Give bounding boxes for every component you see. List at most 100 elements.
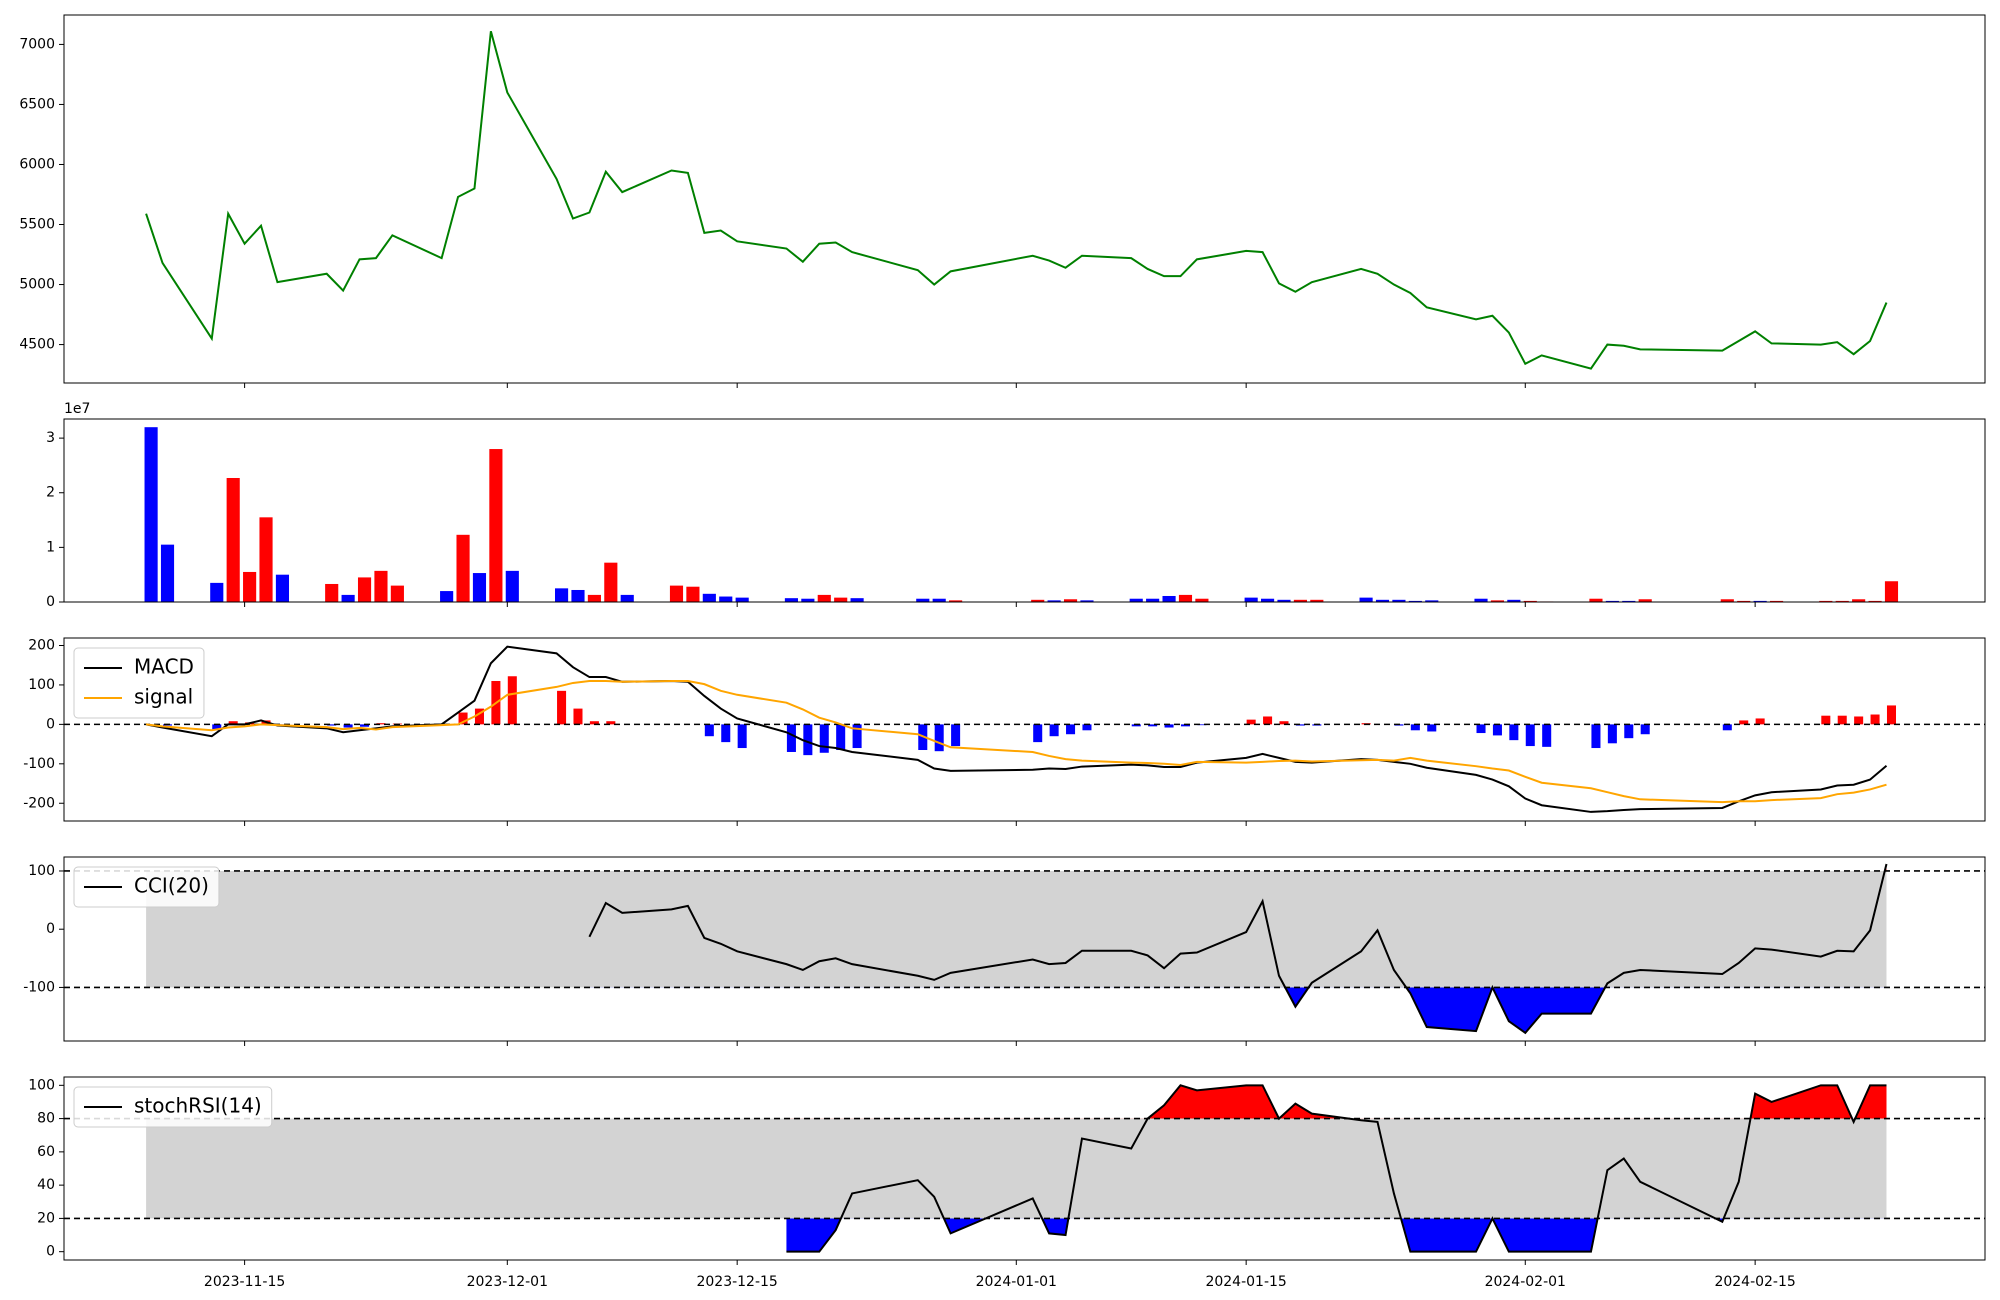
- volume-bar: [1835, 600, 1849, 602]
- volume-bar: [784, 598, 798, 602]
- volume-bar: [1425, 600, 1439, 602]
- volume-bar: [1146, 598, 1160, 602]
- y-tick-label: 100: [28, 677, 55, 693]
- panel-frame: [63, 856, 1986, 1042]
- legend-label: stochRSI(14): [134, 1094, 262, 1118]
- histogram-bar: [573, 708, 583, 725]
- volume-bar: [1868, 600, 1882, 602]
- histogram-bar: [1082, 724, 1092, 731]
- volume-bar: [1408, 600, 1422, 602]
- offset-label: 1e7: [64, 401, 90, 417]
- y-tick-label: 200: [28, 637, 55, 653]
- y-tick-label: 4500: [19, 337, 55, 353]
- histogram-bar: [1591, 724, 1601, 749]
- y-tick-label: 100: [28, 1077, 55, 1093]
- histogram-bar: [1246, 719, 1256, 725]
- legend: CCI(20): [73, 866, 220, 908]
- histogram-bar: [327, 724, 337, 726]
- histogram-bar: [1164, 724, 1174, 728]
- y-tick-label: 40: [37, 1177, 55, 1193]
- volume-bar: [1359, 597, 1373, 602]
- y-tick-label: 6500: [19, 96, 55, 112]
- volume-bar: [669, 585, 684, 602]
- volume-bar: [949, 600, 963, 602]
- volume-bar: [325, 583, 339, 602]
- volume-bar: [1589, 598, 1603, 602]
- volume-bar: [1622, 600, 1636, 602]
- x-tick-label: 2024-02-15: [1714, 1274, 1795, 1290]
- histogram-bar: [934, 724, 944, 752]
- histogram-bar: [1197, 724, 1207, 726]
- histogram-bar: [1295, 724, 1305, 726]
- y-tick-label: 5000: [19, 277, 55, 293]
- panel: -200 -100 0 100 200 MACD signal: [23, 637, 1986, 826]
- histogram-bar: [1180, 724, 1190, 727]
- volume-bar: [1261, 598, 1275, 602]
- histogram-bar: [212, 724, 222, 731]
- y-tick-label: 3: [46, 430, 55, 446]
- volume-bar: [1392, 599, 1406, 602]
- y-tick-label: 100: [28, 863, 55, 879]
- histogram-bar: [704, 724, 714, 737]
- volume-bar: [210, 582, 224, 602]
- x-tick-label: 2023-12-15: [696, 1274, 777, 1290]
- volume-bar: [702, 593, 716, 602]
- price-line: [145, 30, 1888, 370]
- panel: 0 1 2 3 1e7: [46, 401, 1986, 610]
- y-tick-label: 0: [46, 1244, 55, 1260]
- volume-bar: [1063, 599, 1078, 602]
- volume-bar: [1047, 600, 1061, 602]
- oversold-fill: [1285, 987, 1606, 1033]
- histogram-bar: [557, 690, 567, 725]
- neutral-band: [146, 1118, 1887, 1219]
- histogram-bar: [1509, 724, 1519, 741]
- volume-bar: [1605, 600, 1619, 602]
- histogram-bar: [1640, 724, 1650, 735]
- volume-bar: [456, 534, 470, 602]
- legend-box: [73, 1086, 273, 1128]
- histogram-bar: [1049, 724, 1059, 737]
- plot-area: [64, 645, 1985, 813]
- histogram-bar: [819, 724, 829, 753]
- histogram-bar: [1837, 715, 1847, 725]
- volume-bar: [735, 597, 749, 602]
- volume-bar: [1638, 599, 1652, 602]
- plot-area: [64, 1084, 1985, 1253]
- overbought-fill: [786, 1085, 1887, 1119]
- y-tick-label: 0: [46, 921, 55, 937]
- volume-bar: [440, 591, 454, 602]
- y-tick-label: 6000: [19, 156, 55, 172]
- y-tick-label: -100: [23, 756, 55, 772]
- volume-bar: [1474, 598, 1488, 602]
- histogram-bar: [836, 724, 846, 751]
- volume-bar: [1507, 599, 1521, 602]
- histogram-bar: [1279, 721, 1289, 725]
- histogram-bar: [1525, 724, 1535, 747]
- volume-bar: [719, 596, 733, 602]
- volume-bar: [341, 594, 355, 602]
- histogram-bar: [786, 724, 796, 752]
- legend-box: [73, 866, 220, 908]
- y-tick-label: 2: [46, 485, 55, 501]
- histogram-bar: [376, 723, 386, 725]
- volume-bar: [1819, 600, 1833, 602]
- legend-label: signal: [134, 685, 193, 709]
- histogram-bar: [1066, 724, 1076, 735]
- volume-bar: [1884, 581, 1899, 602]
- histogram-bar: [1739, 720, 1749, 725]
- x-tick-label: 2023-11-15: [204, 1274, 285, 1290]
- legend: MACD signal: [73, 647, 205, 719]
- indicator-line: [588, 863, 1888, 1035]
- histogram-bar: [1755, 718, 1765, 725]
- plot-area: [144, 427, 1899, 602]
- histogram-bar: [1607, 724, 1617, 744]
- y-tick-label: -200: [23, 795, 55, 811]
- volume-bar: [390, 585, 404, 602]
- x-tick-label: 2024-01-15: [1205, 1274, 1286, 1290]
- y-tick-label: 20: [37, 1210, 55, 1226]
- panel-frame: [63, 14, 1986, 384]
- volume-bar: [1031, 599, 1045, 602]
- legend-label: MACD: [134, 655, 194, 679]
- histogram-bar: [951, 724, 961, 747]
